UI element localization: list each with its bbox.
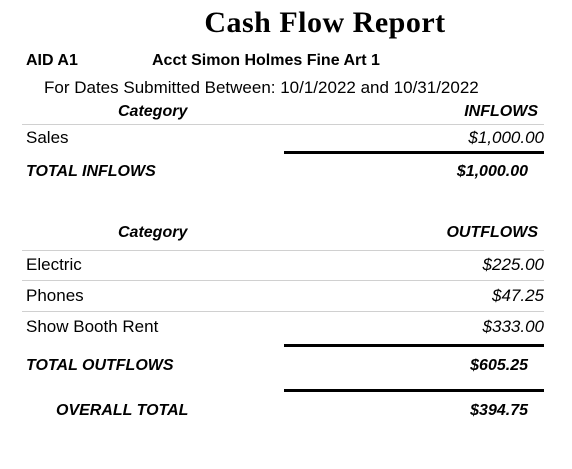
total-outflows-label: TOTAL OUTFLOWS — [26, 357, 174, 374]
outflows-amount-header: OUTFLOWS — [446, 224, 538, 241]
overall-total-amount: $394.75 — [470, 402, 528, 419]
account-name: Acct Simon Holmes Fine Art 1 — [152, 52, 380, 69]
overall-total-label: OVERALL TOTAL — [56, 402, 189, 419]
total-rule — [284, 389, 544, 392]
total-inflows-amount: $1,000.00 — [456, 163, 528, 180]
divider — [22, 311, 544, 312]
outflow-row-amount: $225.00 — [482, 255, 544, 274]
total-outflows-amount: $605.25 — [470, 357, 528, 374]
inflow-row-amount: $1,000.00 — [468, 128, 544, 147]
outflow-row-label: Phones — [26, 286, 84, 305]
total-inflows-label: TOTAL INFLOWS — [26, 163, 156, 180]
total-rule — [284, 151, 544, 154]
divider — [22, 250, 544, 251]
outflow-row-amount: $47.25 — [492, 286, 544, 305]
report-title: Cash Flow Report — [204, 6, 446, 39]
inflows-amount-header: INFLOWS — [464, 103, 538, 120]
divider — [22, 280, 544, 281]
inflow-row-label: Sales — [26, 128, 69, 147]
outflow-row-label: Electric — [26, 255, 82, 274]
total-rule — [284, 344, 544, 347]
aid-label: AID A1 — [26, 52, 78, 69]
date-range: For Dates Submitted Between: 10/1/2022 a… — [44, 78, 479, 97]
divider — [22, 124, 544, 125]
outflow-row-label: Show Booth Rent — [26, 317, 159, 336]
outflow-row-amount: $333.00 — [482, 317, 544, 336]
inflows-category-header: Category — [118, 103, 188, 120]
outflows-category-header: Category — [118, 224, 188, 241]
